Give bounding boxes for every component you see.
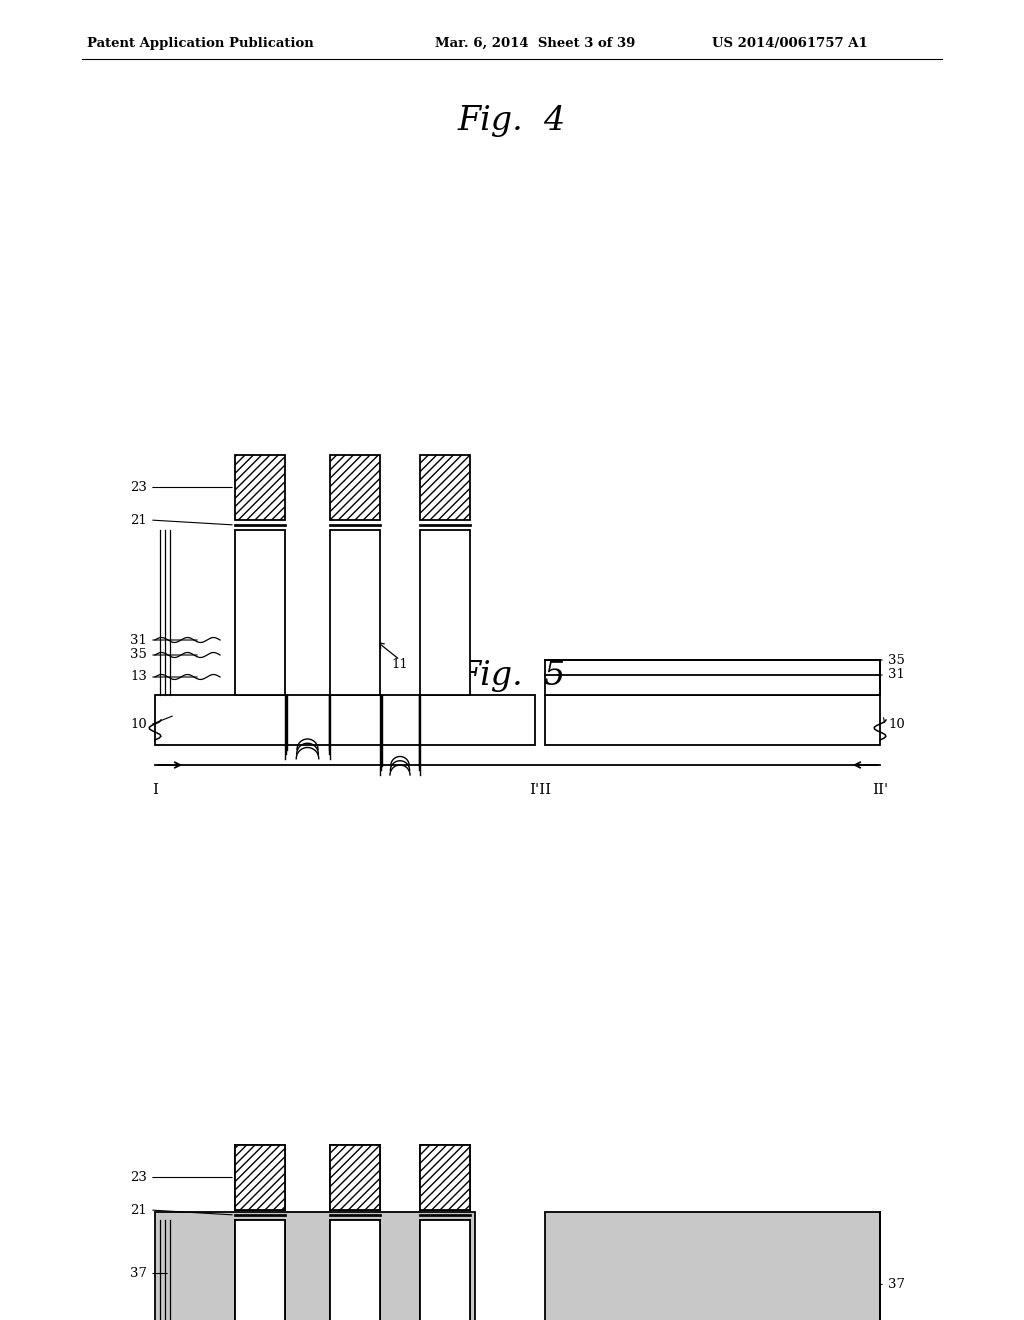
Bar [420,1220,470,1320]
Bar [330,1144,380,1210]
Text: 31: 31 [888,668,905,681]
Text: Fig.  4: Fig. 4 [458,106,566,137]
Bar [420,455,470,520]
Text: 35: 35 [130,648,147,661]
Bar [545,660,880,696]
Bar [234,531,285,696]
Bar [234,1144,285,1210]
Text: Patent Application Publication: Patent Application Publication [87,37,313,50]
Bar [330,1220,380,1320]
Bar [420,531,470,696]
Text: 10: 10 [888,718,905,731]
Bar [420,1220,470,1320]
Bar [234,455,285,520]
Bar [234,1220,285,1320]
Text: 21: 21 [130,1204,147,1217]
Text: 37: 37 [130,1267,147,1280]
Bar [330,531,380,696]
Text: 23: 23 [130,480,147,494]
Text: Mar. 6, 2014  Sheet 3 of 39: Mar. 6, 2014 Sheet 3 of 39 [435,37,636,50]
Text: 13: 13 [130,671,147,684]
Bar [234,1220,285,1320]
Text: 11: 11 [391,659,409,672]
Text: I'II: I'II [529,783,551,797]
Bar [330,455,380,520]
Bar [420,1144,470,1210]
Text: II': II' [872,783,888,797]
Text: Fig.  5: Fig. 5 [458,660,566,692]
Text: 23: 23 [130,1171,147,1184]
Text: 21: 21 [130,513,147,527]
Text: I: I [152,783,158,797]
Bar [420,1144,470,1210]
Bar [155,1212,475,1320]
Bar [330,1144,380,1210]
Text: 35: 35 [888,653,905,667]
Bar [545,696,880,744]
Text: 37: 37 [888,1278,905,1291]
Bar [330,1220,380,1320]
Bar [234,1144,285,1210]
Text: 10: 10 [130,718,147,731]
Text: US 2014/0061757 A1: US 2014/0061757 A1 [712,37,867,50]
Bar [545,1212,880,1320]
Bar [155,696,535,744]
Text: 31: 31 [130,634,147,647]
